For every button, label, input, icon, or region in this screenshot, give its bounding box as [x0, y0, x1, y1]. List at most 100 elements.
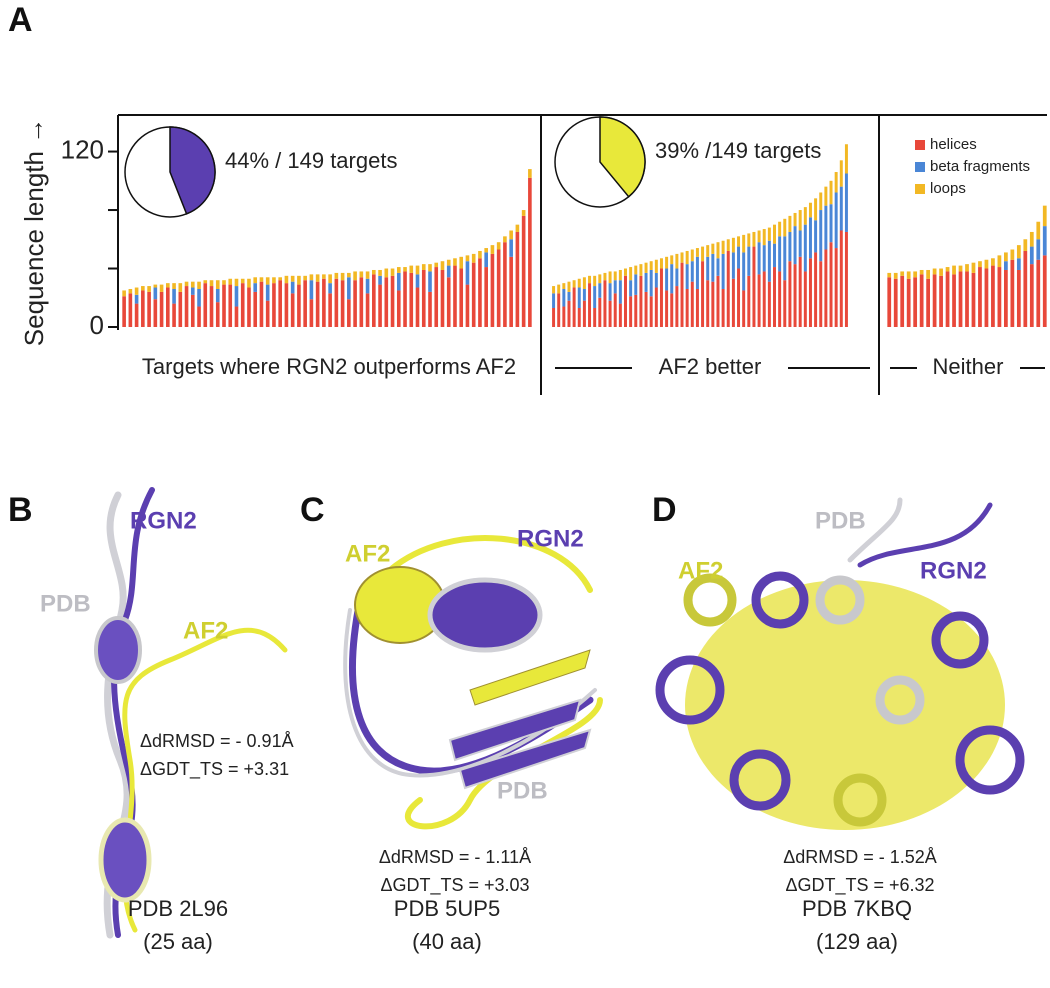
pdb-id: PDB 5UP5 — [394, 896, 500, 921]
bar-segment — [716, 258, 720, 276]
bar-segment — [315, 274, 320, 282]
bar-segment — [824, 205, 828, 250]
bar-segment — [803, 271, 807, 327]
bar-segment — [824, 186, 828, 206]
bar-segment — [272, 277, 276, 284]
ribbon — [847, 497, 903, 563]
bar-segment — [453, 265, 457, 327]
bar-segment — [197, 306, 201, 327]
legend-label: helices — [930, 136, 977, 153]
bar-segment — [128, 293, 133, 327]
bar-segment — [284, 283, 289, 327]
bar-segment — [141, 286, 145, 291]
bar-segment — [453, 258, 457, 266]
bar-segment — [639, 264, 643, 276]
bar-segment — [340, 272, 345, 281]
bar-segment — [334, 272, 339, 279]
bar-segment — [562, 288, 566, 307]
bar-segment — [415, 274, 420, 288]
bar-segment — [783, 236, 787, 281]
bar-segment — [1010, 249, 1015, 260]
bar-segment — [814, 198, 818, 221]
bar-segment — [172, 283, 176, 289]
bar-segment — [153, 287, 158, 300]
bar-segment — [328, 293, 332, 327]
bar-segment — [234, 278, 239, 287]
bar-segment — [670, 293, 674, 327]
structure-label: PDB — [497, 777, 548, 804]
bar-segment — [153, 284, 158, 288]
bar-segment — [834, 172, 838, 193]
helix — [655, 655, 725, 725]
bar-segment — [588, 275, 592, 284]
bar-segment — [593, 286, 597, 308]
bar-segment — [952, 274, 956, 327]
bar-segment — [926, 269, 930, 279]
bar-segment — [552, 293, 556, 308]
bar-segment — [1010, 259, 1015, 327]
bar-segment — [958, 271, 963, 327]
stat: ΔdRMSD = - 0.91Å — [140, 731, 294, 751]
bar-segment — [478, 258, 482, 327]
bar-segment — [503, 236, 507, 243]
bar-segment — [747, 233, 751, 247]
bar-segment — [711, 243, 715, 254]
bar-segment — [665, 268, 669, 291]
bar-segment — [706, 256, 710, 281]
strand — [448, 698, 592, 790]
bar-segment — [309, 274, 314, 281]
bar-segment — [844, 231, 848, 327]
structure-label: PDB — [815, 507, 866, 534]
bar-segment — [742, 252, 746, 291]
bar-segment — [939, 268, 943, 276]
bar-segment — [978, 261, 982, 268]
bar-segment — [353, 271, 357, 281]
bar-segment — [172, 288, 176, 304]
bar-segment — [588, 283, 592, 327]
bar-segment — [819, 192, 823, 211]
bar-segment — [172, 303, 176, 327]
bar-segment — [567, 281, 571, 292]
bar-segment — [440, 269, 445, 327]
bar-segment — [562, 283, 566, 289]
bar-segment — [701, 246, 705, 262]
bar-segment — [829, 242, 833, 327]
bar-segment — [757, 274, 761, 327]
bar-segment — [773, 267, 776, 327]
bar-segment — [378, 275, 382, 285]
bar-segment — [659, 268, 663, 327]
bar-segment — [788, 215, 792, 232]
bar-segment — [984, 259, 989, 269]
bar-segment — [665, 256, 669, 269]
bar-segment — [593, 307, 597, 327]
bar-segment — [685, 288, 689, 327]
bar-segment — [503, 242, 507, 327]
bar-segment — [747, 246, 751, 276]
structure-label: RGN2 — [130, 507, 197, 534]
bar-segment — [839, 230, 843, 327]
bar-segment — [685, 264, 689, 289]
bar-segment — [247, 278, 251, 288]
bar-segment — [134, 294, 139, 304]
bar-segment — [134, 287, 139, 295]
bar-segment — [153, 299, 158, 327]
bar-segment — [347, 272, 351, 278]
bar-segment — [197, 288, 201, 307]
bar-segment — [639, 275, 643, 327]
bar-segment — [567, 291, 571, 301]
bar-segment — [384, 277, 389, 327]
bar-segment — [742, 234, 746, 253]
bar-segment — [315, 281, 320, 327]
bar-segment — [737, 246, 741, 269]
bar-segment — [122, 290, 126, 297]
bar-segment — [303, 275, 307, 281]
bar-segment — [965, 264, 969, 272]
ribbon — [387, 534, 603, 830]
bar-segment — [353, 280, 357, 327]
bar-segment — [290, 293, 295, 327]
bar-segment — [659, 258, 663, 269]
bar-segment — [259, 277, 264, 282]
bar-segment — [747, 275, 751, 327]
bar-segment — [440, 261, 445, 270]
